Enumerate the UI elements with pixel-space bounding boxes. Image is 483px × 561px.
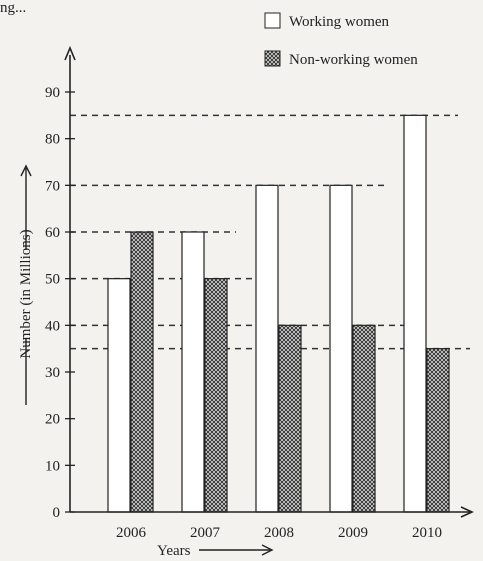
y-tick-label: 0 <box>53 505 61 521</box>
y-tick-label: 20 <box>45 412 60 428</box>
x-tick-label: 2006 <box>116 525 147 541</box>
y-tick-label: 70 <box>45 178 60 194</box>
x-tick-label: 2009 <box>338 525 368 541</box>
legend: Working women Non-working women <box>265 13 418 68</box>
bar-working-2006 <box>108 279 130 512</box>
legend-label-working: Working women <box>289 14 390 30</box>
x-axis-label: Years <box>157 543 191 559</box>
y-tick-label: 80 <box>45 132 60 148</box>
x-ticks: 2006 2007 2008 2009 2010 <box>116 525 442 541</box>
bar-working-2008 <box>256 185 278 512</box>
header-fragment-text: ng... <box>0 0 26 16</box>
legend-swatch-non-working <box>265 51 280 66</box>
bar-working-2009 <box>330 185 352 512</box>
x-tick-label: 2008 <box>264 525 294 541</box>
y-tick-label: 60 <box>45 225 60 241</box>
bar-non-working-2010 <box>427 349 449 512</box>
bar-non-working-2007 <box>205 279 227 512</box>
bar-non-working-2008 <box>279 325 301 512</box>
legend-label-non-working: Non-working women <box>289 52 418 68</box>
x-tick-label: 2007 <box>190 525 221 541</box>
bar-working-2010 <box>404 115 426 512</box>
bar-working-2007 <box>182 232 204 512</box>
y-tick-label: 30 <box>45 365 60 381</box>
y-tick-label: 40 <box>45 318 60 334</box>
bars <box>108 115 449 512</box>
y-tick-label: 90 <box>45 85 60 101</box>
bar-non-working-2006 <box>131 232 153 512</box>
y-tick-label: 10 <box>45 458 60 474</box>
x-tick-label: 2010 <box>412 525 442 541</box>
y-tick-label: 50 <box>45 272 60 288</box>
bar-non-working-2009 <box>353 325 375 512</box>
legend-swatch-working <box>265 13 280 28</box>
